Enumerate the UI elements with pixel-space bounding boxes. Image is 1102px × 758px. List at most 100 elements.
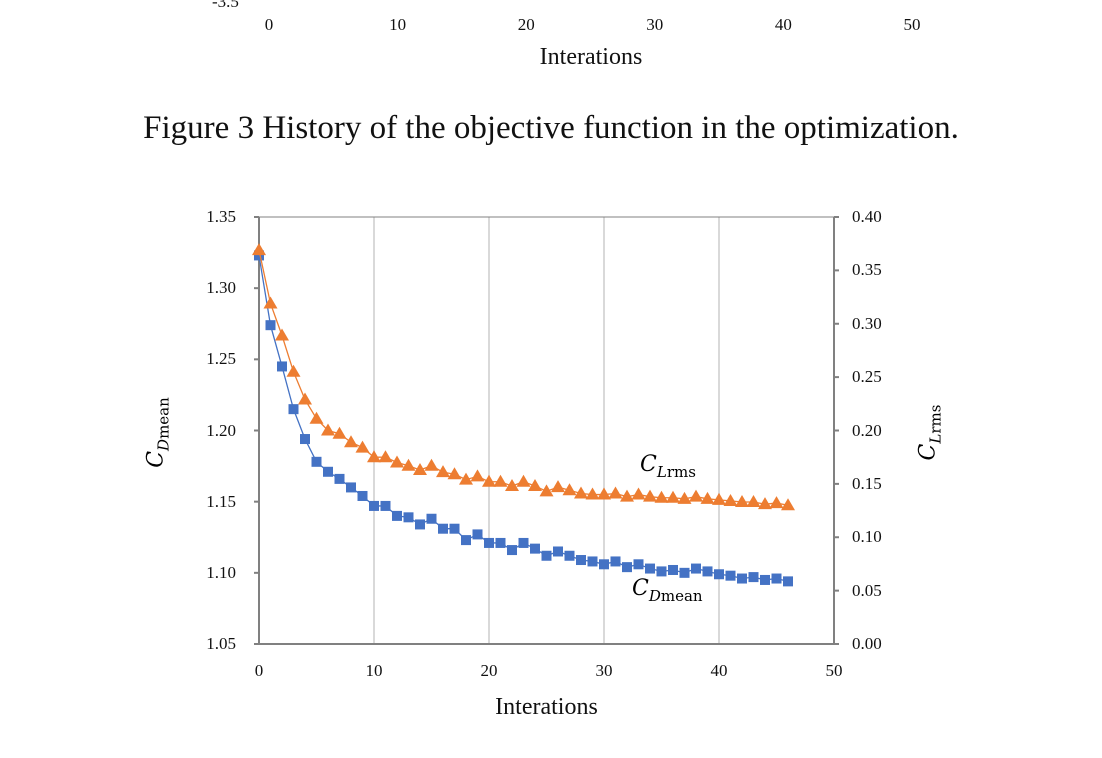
- data-point-square: [323, 466, 333, 477]
- data-point-square: [576, 555, 586, 566]
- data-point-triangle: [390, 455, 404, 468]
- y-right-tick-label: 0.30: [852, 313, 882, 333]
- data-point-triangle: [781, 498, 795, 511]
- data-point-square: [495, 537, 506, 548]
- data-point-square: [265, 320, 276, 331]
- top-x-tick-label: 30: [646, 15, 664, 34]
- top-x-axis-title: Interations: [539, 44, 643, 70]
- x-tick-label: 20: [480, 661, 498, 680]
- data-point-square: [392, 510, 402, 521]
- data-point-square: [541, 550, 552, 561]
- data-point-square: [633, 559, 644, 570]
- data-point-square: [737, 573, 747, 584]
- data-point-square: [668, 564, 678, 575]
- data-point-square: [760, 574, 770, 585]
- data-point-square: [277, 361, 287, 372]
- data-point-square: [725, 570, 736, 581]
- data-point-triangle: [562, 483, 577, 496]
- y-right-tick-label: 0.10: [852, 527, 882, 547]
- data-point-square: [691, 563, 701, 574]
- data-point-triangle: [539, 484, 554, 497]
- data-point-square: [771, 573, 782, 584]
- y-left-tick-label: 1.05: [206, 634, 236, 653]
- data-point-triangle: [321, 423, 335, 436]
- data-point-triangle: [263, 296, 278, 309]
- data-point-triangle: [424, 458, 439, 471]
- data-point-triangle: [551, 480, 565, 493]
- y-left-tick-label: 1.10: [206, 562, 236, 582]
- data-point-triangle: [528, 479, 542, 492]
- data-point-square: [507, 545, 517, 556]
- x-tick-label: 30: [595, 661, 613, 680]
- data-point-square: [783, 576, 793, 587]
- data-point-square: [334, 473, 345, 484]
- data-point-square: [403, 512, 414, 523]
- top-x-tick-label: 40: [774, 15, 792, 34]
- y-right-tick-label: 0.40: [852, 207, 882, 226]
- y-right-tick-label: 0.25: [852, 367, 882, 387]
- data-point-triangle: [378, 450, 393, 463]
- data-point-square: [311, 456, 322, 467]
- data-point-triangle: [608, 486, 623, 499]
- data-point-square: [622, 562, 632, 573]
- y-axis-title-right: CLrms: [915, 404, 945, 461]
- data-point-triangle: [275, 328, 289, 341]
- data-point-triangle: [677, 491, 692, 504]
- data-point-triangle: [758, 497, 772, 510]
- data-point-triangle: [355, 440, 370, 453]
- data-point-triangle: [631, 487, 646, 500]
- y-left-tick-label: 1.25: [206, 349, 236, 369]
- data-point-triangle: [413, 462, 427, 475]
- data-point-square: [714, 569, 724, 580]
- data-point-triangle: [585, 487, 600, 500]
- data-point-square: [369, 500, 379, 511]
- data-point-square: [380, 500, 391, 511]
- y-left-tick-label: 1.35: [206, 207, 236, 226]
- top-x-tick-label: 10: [389, 15, 407, 34]
- data-point-triangle: [344, 435, 358, 448]
- top-x-tick-label: 0: [264, 15, 274, 34]
- data-point-triangle: [769, 496, 784, 509]
- data-point-square: [472, 529, 483, 540]
- data-point-triangle: [723, 493, 738, 506]
- series-label-cl-rms: CLrms: [640, 452, 696, 481]
- data-point-triangle: [516, 474, 531, 487]
- top-x-tick-label: 50: [903, 15, 921, 34]
- y-axis-title-left: CDmean: [143, 397, 173, 468]
- data-point-triangle: [459, 472, 473, 485]
- data-point-triangle: [654, 490, 669, 503]
- x-tick-label: 10: [365, 661, 383, 680]
- x-tick-label: 50: [825, 661, 843, 680]
- data-point-square: [254, 250, 264, 261]
- x-axis-title: Interations: [495, 694, 598, 720]
- data-point-triangle: [735, 495, 749, 508]
- data-point-square: [599, 559, 609, 570]
- data-point-square: [438, 523, 448, 534]
- data-point-triangle: [401, 458, 416, 471]
- data-point-triangle: [298, 392, 312, 405]
- data-point-triangle: [643, 489, 657, 502]
- data-point-triangle: [505, 479, 519, 492]
- x-tick-label: 40: [710, 661, 728, 680]
- series-line-0: [258, 255, 789, 583]
- data-point-triangle: [597, 487, 611, 500]
- data-point-square: [357, 490, 368, 501]
- y-right-tick-label: 0.35: [852, 260, 882, 280]
- data-point-square: [484, 537, 494, 548]
- data-point-triangle: [689, 489, 703, 502]
- data-point-square: [346, 482, 356, 493]
- figure-caption: Figure 3 History of the objective functi…: [143, 110, 959, 146]
- series-line-1: [258, 249, 789, 506]
- data-point-square: [461, 535, 471, 546]
- data-point-square: [702, 566, 713, 577]
- top-x-tick-label: 20: [517, 15, 535, 34]
- data-point-triangle: [493, 474, 508, 487]
- data-point-triangle: [286, 364, 301, 377]
- x-tick-label: 0: [254, 661, 264, 680]
- data-point-triangle: [447, 467, 462, 480]
- data-point-square: [426, 513, 437, 524]
- data-point-triangle: [332, 426, 347, 439]
- y-right-tick-label: 0.00: [852, 634, 882, 653]
- data-point-triangle: [712, 492, 726, 505]
